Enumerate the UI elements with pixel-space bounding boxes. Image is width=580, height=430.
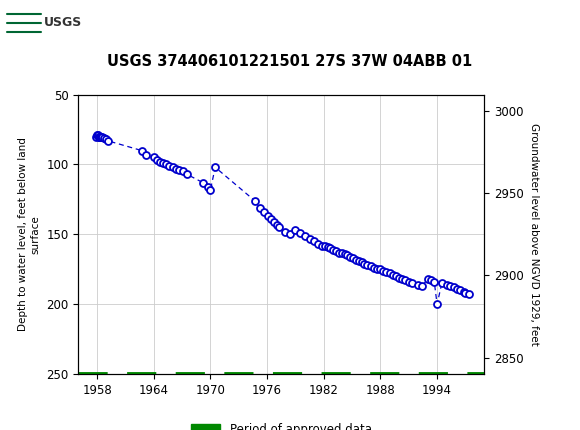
Y-axis label: Depth to water level, feet below land
surface: Depth to water level, feet below land su…: [17, 138, 41, 331]
Legend: Period of approved data: Period of approved data: [186, 418, 376, 430]
Y-axis label: Groundwater level above NGVD 1929, feet: Groundwater level above NGVD 1929, feet: [530, 123, 539, 346]
Text: USGS: USGS: [44, 16, 82, 29]
Bar: [6, 3, 87, 42]
Text: USGS 374406101221501 27S 37W 04ABB 01: USGS 374406101221501 27S 37W 04ABB 01: [107, 54, 473, 69]
